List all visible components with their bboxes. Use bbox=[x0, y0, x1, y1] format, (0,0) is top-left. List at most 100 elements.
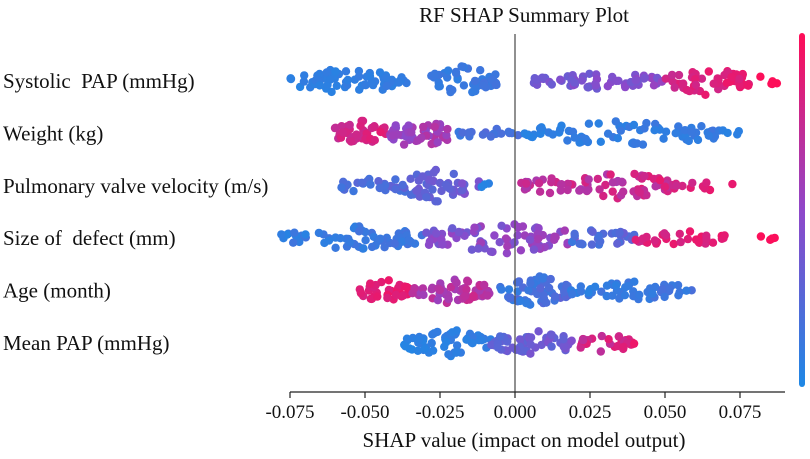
shap-point bbox=[388, 131, 397, 140]
shap-point bbox=[616, 126, 625, 135]
shap-point bbox=[490, 231, 499, 240]
shap-point bbox=[523, 130, 532, 140]
shap-point bbox=[504, 127, 513, 136]
shap-point bbox=[384, 276, 393, 285]
shap-point bbox=[648, 289, 657, 298]
shap-point bbox=[537, 340, 546, 350]
shap-point bbox=[486, 132, 495, 141]
shap-point bbox=[581, 134, 590, 144]
shap-point bbox=[391, 175, 400, 184]
shap-point bbox=[511, 345, 521, 354]
shap-point bbox=[603, 82, 612, 91]
x-tick-label: 0.050 bbox=[644, 402, 687, 423]
shap-point bbox=[430, 122, 439, 132]
shap-point bbox=[602, 281, 612, 290]
shap-point bbox=[493, 343, 503, 352]
shap-point bbox=[547, 174, 556, 183]
shap-point bbox=[515, 335, 525, 344]
shap-point bbox=[365, 72, 375, 81]
shap-point bbox=[487, 340, 496, 350]
shap-point bbox=[289, 238, 298, 247]
shap-point bbox=[722, 78, 731, 88]
shap-point bbox=[525, 235, 535, 244]
shap-point bbox=[427, 285, 436, 294]
x-axis-ticks: -0.075 -0.050 -0.025 0.000 0.025 0.050 0.075 bbox=[265, 392, 761, 423]
shap-point bbox=[601, 180, 610, 190]
shap-point bbox=[596, 137, 605, 146]
shap-point bbox=[535, 124, 545, 133]
shap-point bbox=[459, 81, 469, 90]
shap-point bbox=[479, 81, 488, 90]
shap-point bbox=[404, 236, 414, 245]
shap-point bbox=[341, 67, 351, 76]
shap-point bbox=[469, 291, 478, 300]
shap-point bbox=[402, 334, 412, 343]
shap-point bbox=[661, 127, 671, 136]
shap-point bbox=[529, 245, 539, 254]
shap-point bbox=[640, 73, 649, 83]
shap-point bbox=[694, 237, 703, 247]
shap-point bbox=[575, 239, 584, 248]
shap-point bbox=[708, 238, 718, 247]
shap-point bbox=[452, 278, 461, 287]
shap-point bbox=[290, 228, 299, 237]
shap-point bbox=[422, 193, 431, 202]
shap-point bbox=[483, 291, 492, 300]
shap-point bbox=[376, 127, 385, 137]
shap-point bbox=[486, 247, 496, 256]
shap-point bbox=[497, 285, 506, 294]
shap-point bbox=[545, 188, 555, 198]
shap-point bbox=[361, 227, 370, 237]
shap-point bbox=[667, 70, 677, 80]
shap-point bbox=[501, 234, 511, 243]
shap-point bbox=[516, 246, 526, 255]
shap-point bbox=[452, 341, 462, 350]
shap-point bbox=[556, 75, 565, 84]
shap-point bbox=[354, 72, 364, 81]
shap-point bbox=[608, 178, 618, 187]
feature-row-points bbox=[400, 326, 639, 361]
shap-point bbox=[454, 227, 464, 237]
shap-point bbox=[592, 75, 602, 84]
shap-point bbox=[684, 136, 693, 146]
shap-point bbox=[462, 285, 471, 294]
shap-point bbox=[444, 66, 453, 75]
shap-point bbox=[526, 333, 536, 342]
shap-point bbox=[563, 179, 572, 189]
shap-point bbox=[614, 332, 623, 341]
shap-point bbox=[670, 83, 679, 92]
shap-point bbox=[548, 130, 557, 139]
shap-point bbox=[419, 290, 428, 300]
feature-row-points bbox=[355, 272, 696, 309]
shap-point bbox=[433, 327, 442, 337]
shap-point bbox=[458, 128, 467, 137]
shap-point bbox=[767, 79, 776, 89]
shap-point bbox=[343, 75, 352, 85]
shap-point bbox=[349, 186, 358, 196]
shap-point bbox=[424, 175, 434, 184]
shap-point bbox=[375, 68, 385, 77]
shap-point bbox=[547, 80, 556, 89]
shap-point bbox=[727, 73, 736, 82]
shap-point bbox=[688, 178, 697, 188]
shap-point bbox=[728, 179, 737, 189]
shap-point bbox=[390, 239, 399, 248]
shap-point bbox=[704, 131, 713, 140]
shap-point bbox=[432, 229, 441, 238]
shap-point bbox=[619, 342, 628, 352]
shap-point bbox=[584, 83, 593, 92]
shap-point bbox=[451, 348, 461, 357]
shap-point bbox=[660, 292, 669, 302]
shap-point bbox=[361, 236, 370, 245]
shap-point bbox=[650, 236, 659, 245]
shap-point bbox=[452, 326, 461, 335]
shap-point bbox=[326, 75, 335, 84]
shap-point bbox=[419, 122, 428, 132]
shap-point bbox=[354, 227, 364, 236]
shap-point bbox=[701, 90, 710, 100]
shap-point bbox=[474, 244, 483, 253]
shap-point bbox=[295, 237, 304, 247]
shap-point bbox=[660, 182, 670, 191]
shap-point bbox=[733, 130, 742, 139]
shap-point bbox=[559, 335, 568, 344]
